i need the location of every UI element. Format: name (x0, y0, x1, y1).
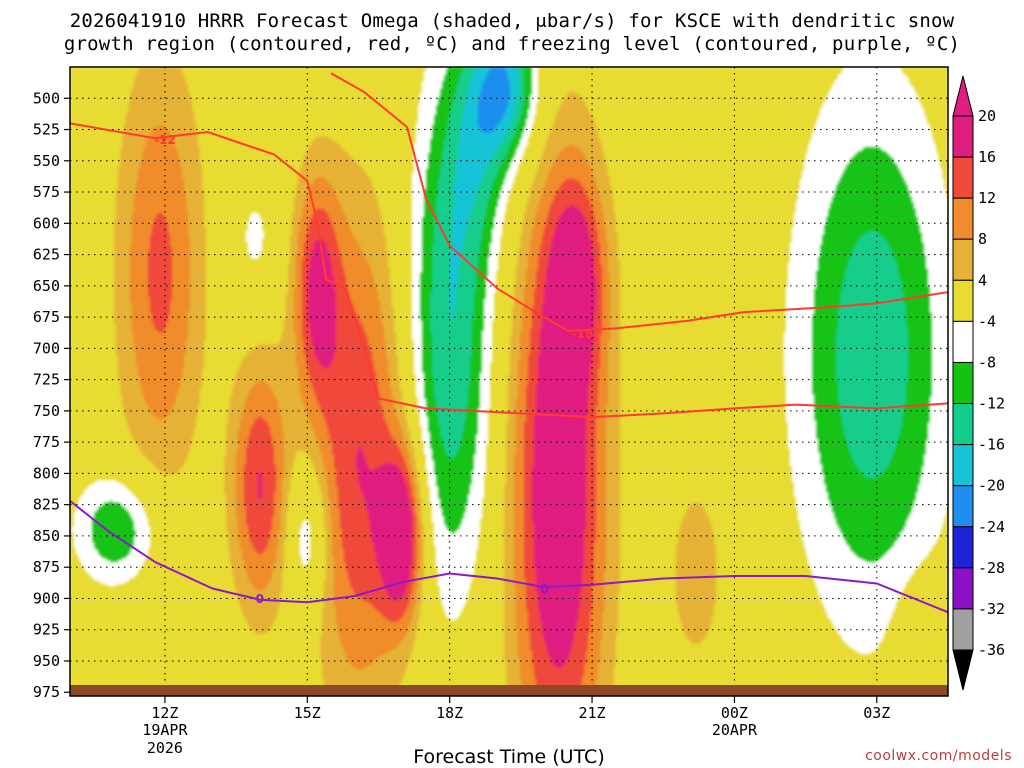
colorbar-swatch (952, 197, 974, 240)
colorbar-label: 16 (978, 148, 996, 166)
colorbar-label: -16 (978, 436, 1005, 454)
y-axis: 500 525 550 575 600 625 650 675 700 725 750 775 800 8… (33, 89, 70, 701)
colorbar-swatch (952, 608, 974, 651)
colorbar-label: -20 (978, 477, 1005, 495)
contour-label: 0 (540, 582, 548, 596)
colorbar-swatch (952, 361, 974, 405)
colorbar-swatch (952, 320, 974, 363)
colorbar-label: -8 (978, 353, 996, 371)
colorbar-label: -4 (978, 312, 996, 330)
colorbar-swatch (952, 115, 974, 158)
y-tick-label: 525 (33, 121, 60, 139)
plot-border (69, 66, 949, 697)
y-tick-label: 650 (33, 277, 60, 295)
contour-line--12 (70, 122, 948, 419)
colorbar-label: -12 (978, 395, 1005, 413)
colorbar-swatch (952, 279, 974, 322)
contour-label: -12 (154, 133, 176, 147)
x-tick-year-label: 2026 (147, 739, 183, 757)
colorbar-label: -28 (978, 559, 1005, 577)
x-tick-label: 00Z (721, 704, 748, 722)
y-tick-label: 575 (33, 183, 60, 201)
x-axis-title: Forecast Time (UTC) (413, 746, 605, 768)
x-tick-date-label: 19APR (142, 721, 188, 739)
y-tick-label: 775 (33, 433, 60, 451)
contour-line--18 (330, 72, 948, 332)
x-tick-label: 18Z (436, 704, 463, 722)
colorbar-swatch (952, 156, 974, 199)
ground-strip (70, 685, 948, 696)
y-tick-label: 500 (33, 89, 60, 107)
chart-title-line-1: 2026041910 HRRR Forecast Omega (shaded, … (69, 10, 955, 32)
omega-shading (70, 67, 948, 696)
colorbar-swatch (952, 238, 974, 281)
y-tick-label: 800 (33, 464, 60, 482)
colorbar-swatch (952, 526, 974, 569)
y-tick-label: 825 (33, 496, 60, 514)
chart-title-line-2: growth region (contoured, red, ºC) and f… (63, 33, 961, 55)
y-tick-label: 750 (33, 402, 60, 420)
y-tick-label: 875 (33, 558, 60, 576)
x-tick-date-label: 20APR (712, 721, 758, 739)
y-tick-label: 725 (33, 371, 60, 389)
contour-line-0 (70, 500, 948, 614)
colorbar-max-triangle (952, 75, 974, 117)
y-tick-label: 550 (33, 152, 60, 170)
colorbar-min-triangle (952, 649, 974, 691)
y-tick-label: 975 (33, 683, 60, 701)
y-tick-label: 950 (33, 652, 60, 670)
colorbar-label: -24 (978, 518, 1005, 536)
colorbar-label: 4 (978, 271, 987, 289)
contour-label: 0 (256, 592, 264, 606)
y-tick-label: 600 (33, 214, 60, 232)
colorbar-label: 12 (978, 189, 996, 207)
colorbar-label: -36 (978, 641, 1005, 659)
colorbar-swatch (952, 485, 974, 528)
x-tick-label: 21Z (579, 704, 606, 722)
x-tick-label: 03Z (863, 704, 890, 722)
contour-label: -18 (572, 327, 594, 341)
colorbar-label: 8 (978, 230, 987, 248)
temperature-contours: -12 -18 0 0 (70, 72, 948, 614)
plot-area: -12 -18 0 0 (69, 66, 949, 697)
y-tick-label: 850 (33, 527, 60, 545)
y-tick-label: 900 (33, 589, 60, 607)
colorbar: 20 16 12 8 4 -4 -8 -12 -16 -20 -24 -28 -32 -36 (952, 75, 1005, 691)
colorbar-swatch (952, 444, 974, 487)
y-tick-label: 675 (33, 308, 60, 326)
colorbar-label: -32 (978, 600, 1005, 618)
y-tick-label: 700 (33, 339, 60, 357)
y-tick-label: 625 (33, 246, 60, 264)
x-tick-label: 12Z (151, 704, 178, 722)
colorbar-label: 20 (978, 107, 996, 125)
y-tick-label: 925 (33, 621, 60, 639)
credit-link[interactable]: coolwx.com/models (865, 748, 1012, 764)
colorbar-swatch (952, 403, 974, 446)
colorbar-swatch (952, 567, 974, 610)
x-tick-label: 15Z (294, 704, 321, 722)
